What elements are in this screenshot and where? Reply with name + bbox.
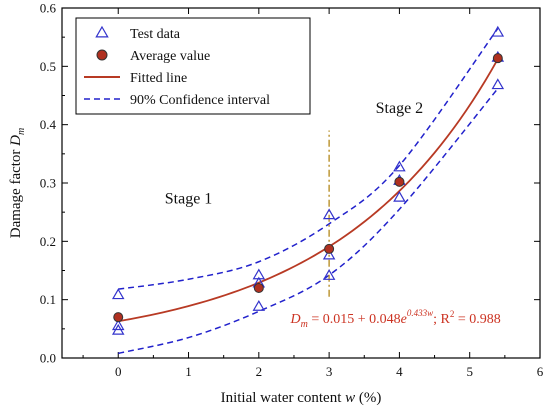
test-data-point [393,160,406,172]
y-tick-label: 0.6 [40,1,57,16]
fitted-line [118,58,499,323]
x-tick-label: 1 [185,364,192,379]
test-data-point [111,288,125,300]
legend-label: Average value [130,49,210,64]
legend-box [75,17,311,115]
legend-circle-icon [96,49,108,61]
test-data-point [322,208,336,220]
y-axis-title-main: Damage factor [8,146,24,238]
y-tick-label: 0.0 [40,351,56,366]
confidence-upper-line [118,27,499,290]
y-axis-title-var: D [8,135,24,147]
test-data-point [252,299,266,311]
legend-label: 90% Confidence interval [130,93,270,108]
y-tick-label: 0.5 [40,59,56,74]
x-tick-label: 3 [326,364,333,379]
average-value-point [324,243,335,254]
eq-r2-val: = 0.988 [454,312,500,327]
eq-var: D [289,312,300,327]
x-axis-title: Initial water content w (%) [221,390,382,406]
eq-r2: ; R [433,312,450,327]
stage-1-label: Stage 1 [165,190,213,207]
average-value-point [492,53,503,64]
y-axis-title-sub: m [16,128,27,135]
legend-label: Fitted line [130,71,187,86]
y-tick-label: 0.2 [40,234,56,249]
y-tick-label: 0.3 [40,176,56,191]
x-axis-title-var: w [345,390,355,406]
y-axis-title: Damage factor Dm [8,128,27,239]
y-tick-label: 0.1 [40,292,56,307]
legend-triangle-icon [95,25,109,38]
x-axis-title-main: Initial water content [221,390,346,406]
eq-exp: 0.433w [407,308,433,318]
eq-base: e [401,312,407,327]
average-value-point [394,176,405,187]
x-axis-title-unit: (%) [355,390,381,406]
eq-rhs: = 0.015 + 0.048 [308,312,401,327]
eq-r2-sup: 2 [450,309,455,319]
test-data-point [111,323,125,335]
legend-label: Test data [130,27,181,42]
test-data-point [393,190,406,202]
x-tick-label: 5 [466,364,473,379]
x-tick-label: 4 [396,364,403,379]
y-tick-label: 0.4 [40,117,57,132]
average-value-point [253,283,264,293]
average-value-point [113,312,124,323]
test-data-point [491,25,505,37]
confidence-lower-line [118,88,499,355]
eq-sub: m [301,319,308,330]
x-tick-label: 6 [537,364,544,379]
fit-equation: Dm = 0.015 + 0.048e0.433w; R2 = 0.988 [289,308,500,330]
test-data-point [491,78,505,90]
test-data-point [111,319,125,331]
test-data-point [322,248,336,260]
x-tick-label: 0 [115,364,122,379]
x-tick-label: 2 [256,364,263,379]
test-data-point [322,269,336,280]
stage-2-label: Stage 2 [376,100,424,117]
